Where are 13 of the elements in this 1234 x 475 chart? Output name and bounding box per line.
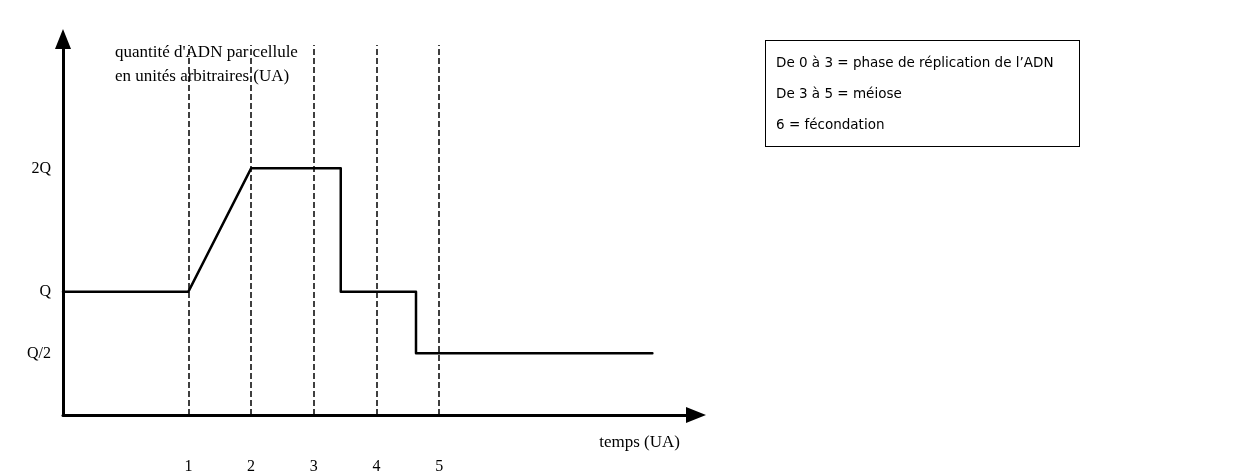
x-tick-label: 2 [247, 456, 256, 474]
text: 6 = fécondation [776, 115, 886, 134]
text: 2Q [31, 158, 52, 176]
y-axis-title: quantité d'ADN par cellule en unités arbitraires (UA) [115, 41, 298, 85]
text: De 3 à 5 = méiose [776, 84, 903, 103]
text: Q [39, 282, 52, 300]
x-tick-label: 5 [435, 456, 444, 474]
text: De 0 à 3 = phase de réplication de l’ADN [776, 53, 1055, 72]
x-tick-label: 4 [372, 456, 381, 474]
x-tick-label: 3 [309, 456, 318, 474]
x-axis-title: temps (UA) [599, 432, 680, 451]
x-tick-label: 1 [184, 456, 193, 474]
text: Q/2 [27, 343, 51, 361]
